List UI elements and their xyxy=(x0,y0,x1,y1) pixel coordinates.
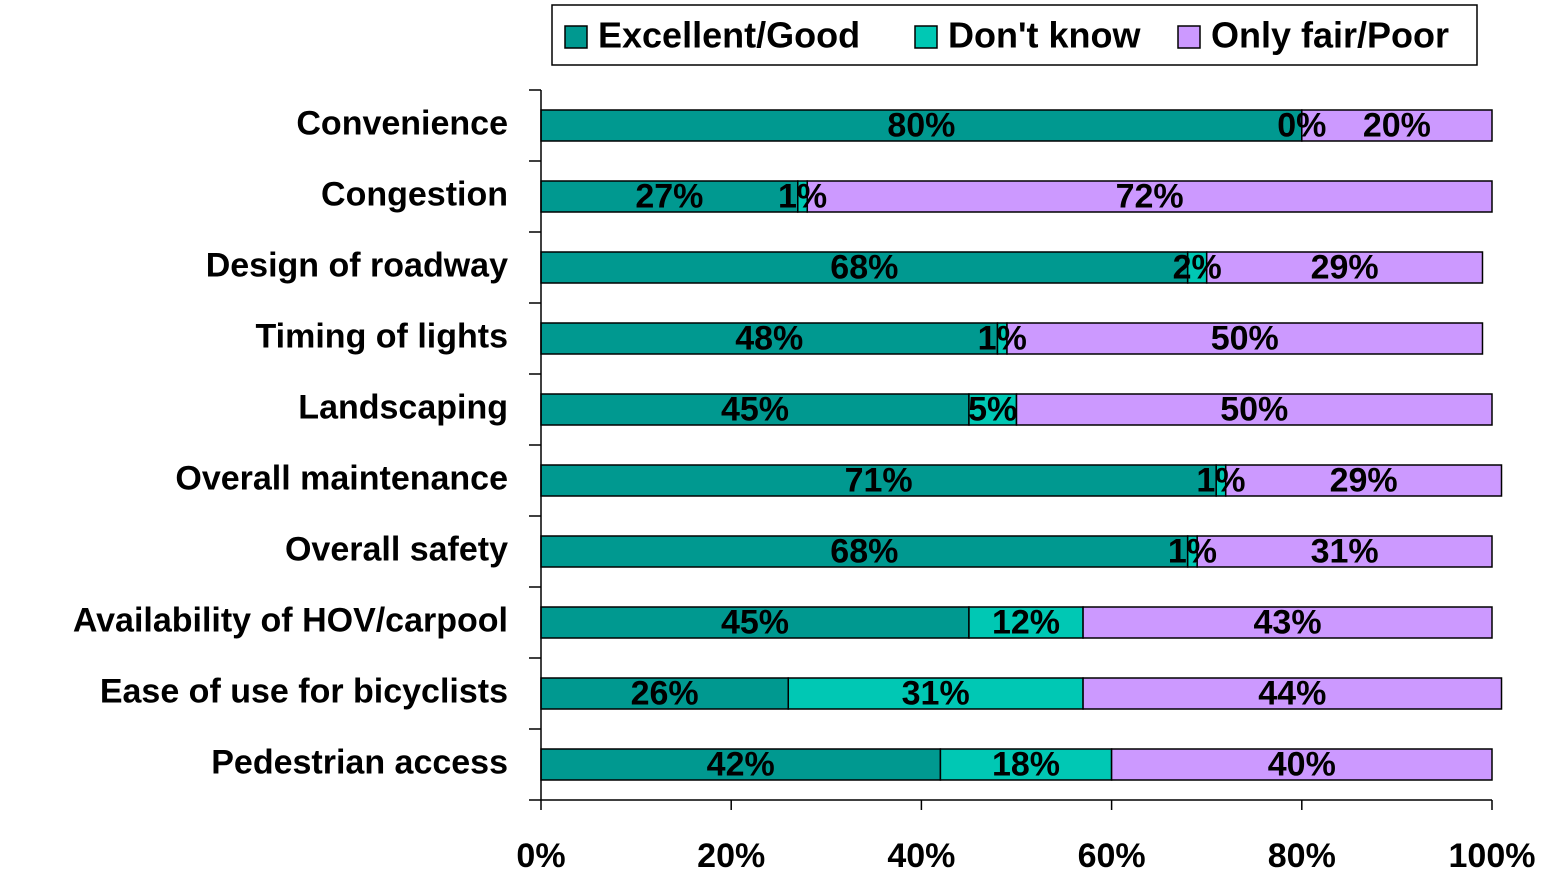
legend-box xyxy=(551,4,1478,66)
category-label: Pedestrian access xyxy=(211,743,508,781)
bar-segment xyxy=(540,251,1189,284)
data-label: 71% xyxy=(845,461,913,499)
x-tick-label: 0% xyxy=(516,837,565,874)
x-tick-label: 40% xyxy=(887,837,955,874)
category-label: Ease of use for bicyclists xyxy=(100,672,508,710)
bar-segment xyxy=(1301,109,1493,142)
data-label: 1% xyxy=(1168,532,1217,570)
bar-segment xyxy=(968,606,1084,639)
data-label: 12% xyxy=(992,603,1060,641)
category-label: Overall maintenance xyxy=(175,459,508,497)
legend-label: Don't know xyxy=(948,15,1142,56)
data-label: 20% xyxy=(1363,106,1431,144)
category-label: Availability of HOV/carpool xyxy=(73,601,508,639)
data-label: 5% xyxy=(968,390,1017,428)
data-label: 45% xyxy=(721,603,789,641)
bar-segment xyxy=(1082,677,1503,710)
data-label: 45% xyxy=(721,390,789,428)
bar-segment xyxy=(540,748,942,781)
category-label: Design of roadway xyxy=(206,246,508,284)
legend-swatch xyxy=(914,25,938,49)
data-label: 1% xyxy=(778,177,827,215)
data-label: 50% xyxy=(1220,390,1288,428)
bar-segment xyxy=(968,393,1018,426)
legend-label: Only fair/Poor xyxy=(1211,15,1449,56)
legend-swatch xyxy=(564,25,588,49)
category-label: Timing of lights xyxy=(256,317,508,355)
data-label: 43% xyxy=(1254,603,1322,641)
bar-segment xyxy=(1006,322,1484,355)
data-label: 26% xyxy=(631,674,699,712)
bar-segment xyxy=(540,677,790,710)
bar-segment xyxy=(1196,535,1493,568)
bar-segment xyxy=(540,393,970,426)
category-label: Overall safety xyxy=(285,530,508,568)
data-label: 29% xyxy=(1311,248,1379,286)
legend-label: Excellent/Good xyxy=(598,15,860,56)
data-label: 18% xyxy=(992,745,1060,783)
data-label: 80% xyxy=(887,106,955,144)
bar-segment xyxy=(806,180,1493,213)
bar-segment xyxy=(540,322,999,355)
data-label: 50% xyxy=(1211,319,1279,357)
data-label: 31% xyxy=(1311,532,1379,570)
category-label: Landscaping xyxy=(298,388,508,426)
data-label: 1% xyxy=(978,319,1027,357)
data-label: 27% xyxy=(635,177,703,215)
bar-segment xyxy=(1205,251,1484,284)
data-label: 2% xyxy=(1173,248,1222,286)
bar-segment xyxy=(1082,606,1493,639)
x-tick-label: 80% xyxy=(1268,837,1336,874)
data-label: 31% xyxy=(902,674,970,712)
category-label: Congestion xyxy=(321,175,508,213)
data-label: 68% xyxy=(830,248,898,286)
data-label: 40% xyxy=(1268,745,1336,783)
data-label: 44% xyxy=(1258,674,1326,712)
data-label: 48% xyxy=(735,319,803,357)
data-label: 1% xyxy=(1196,461,1245,499)
bar-segment xyxy=(1110,748,1493,781)
data-label: 72% xyxy=(1116,177,1184,215)
bar-segment xyxy=(1224,464,1503,497)
bar-segment xyxy=(540,180,799,213)
x-tick-label: 20% xyxy=(697,837,765,874)
data-label: 0% xyxy=(1277,106,1326,144)
bar-segment xyxy=(1015,393,1493,426)
data-label: 42% xyxy=(707,745,775,783)
x-tick-label: 100% xyxy=(1449,837,1536,874)
x-tick-label: 60% xyxy=(1078,837,1146,874)
data-label: 29% xyxy=(1330,461,1398,499)
data-label: 68% xyxy=(830,532,898,570)
legend-swatch xyxy=(1177,25,1201,49)
bar-segment xyxy=(540,535,1189,568)
category-label: Convenience xyxy=(296,104,508,142)
